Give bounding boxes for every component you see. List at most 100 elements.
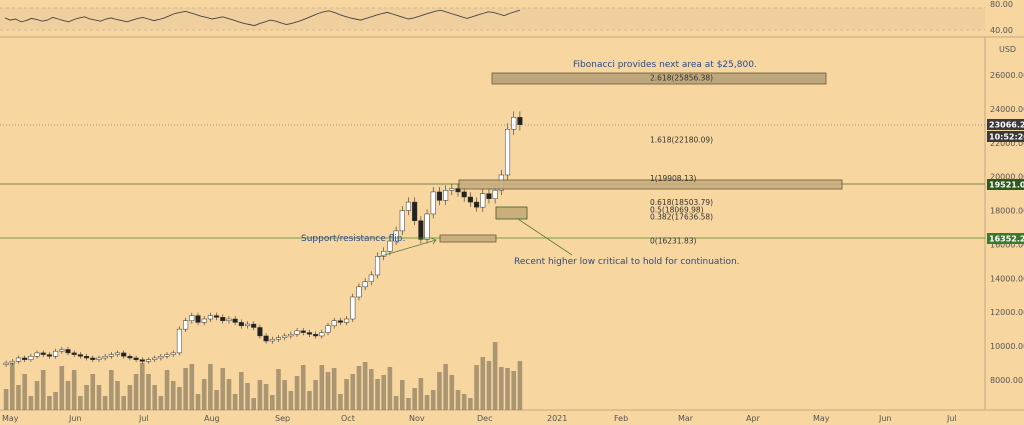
time-tick-label: Jun <box>68 414 82 423</box>
candle-body <box>244 323 251 327</box>
candle-body <box>121 352 127 357</box>
candle-body <box>3 362 9 365</box>
volume-bar <box>3 389 9 410</box>
candle-body <box>430 191 436 215</box>
volume-bar <box>474 365 479 410</box>
candle-body <box>22 357 28 360</box>
candle-body <box>65 349 71 354</box>
fib-levels: 2.618(25856.38) 1.618(22180.09) 1(19908.13… <box>650 73 713 245</box>
candle-body <box>108 354 114 357</box>
volume-bar <box>127 385 133 410</box>
volume-bar <box>461 394 467 410</box>
support-zone <box>439 234 497 243</box>
volume-bar <box>28 396 34 410</box>
time-tick-label: Jun <box>878 414 892 423</box>
rsi-band <box>0 8 985 30</box>
candle-body <box>46 354 52 357</box>
candle-body <box>325 325 331 333</box>
volume-bar <box>443 364 448 410</box>
volume-bar <box>40 370 46 410</box>
volume-bar <box>325 372 331 410</box>
candle-body <box>405 201 412 211</box>
resistance-zone <box>458 179 843 190</box>
volume-bar <box>115 381 120 410</box>
support-label: 16352.21 <box>989 235 1024 244</box>
candle-body <box>195 315 201 323</box>
volume-bar <box>418 378 424 410</box>
time-tick-label: Oct <box>341 414 355 423</box>
volume-bar <box>245 383 250 410</box>
candle-body <box>517 117 523 125</box>
time-tick-label: Jul <box>946 414 957 423</box>
volume-bar <box>480 357 486 410</box>
price-tick-label: 26000.00 <box>990 71 1024 80</box>
volume-bar <box>84 385 89 410</box>
volume-bar <box>201 379 207 410</box>
fib-level-label: 0.618(18503.79) <box>650 198 713 207</box>
flip-arrowhead <box>430 237 437 245</box>
volume-bar <box>158 396 164 410</box>
candle-body <box>461 191 467 198</box>
volume-bar <box>387 367 393 410</box>
price-tick-label: 12000.00 <box>990 308 1024 317</box>
volume-bar <box>109 370 114 410</box>
price-tick-label: 8000.00 <box>990 376 1023 385</box>
volume-bar <box>282 380 287 410</box>
time-tick-label: May <box>2 414 19 423</box>
candle-body <box>127 356 133 359</box>
volume-bar <box>78 396 83 410</box>
price-tick-label: 22000.00 <box>990 139 1024 148</box>
candle-body <box>455 188 461 193</box>
volume-bar <box>331 368 337 410</box>
candle-body <box>15 357 22 362</box>
volume-bar <box>146 374 151 410</box>
candle-body <box>183 320 189 330</box>
volume-bar <box>183 368 188 410</box>
candle-body <box>102 356 108 359</box>
candle-body <box>158 356 164 359</box>
time-tick-label: Aug <box>204 414 220 423</box>
candle-body <box>486 193 492 199</box>
time-tick-label: Apr <box>746 414 761 423</box>
volume-bar <box>164 370 170 410</box>
volume-bar <box>455 390 461 410</box>
candle-body <box>139 359 145 362</box>
volume-bar <box>34 381 40 410</box>
volume-bar <box>96 385 102 410</box>
candle-body <box>337 320 343 323</box>
candle-body <box>449 188 455 191</box>
volume-bar <box>133 374 139 410</box>
volume-bar <box>356 366 362 410</box>
candle-body <box>220 317 226 321</box>
candle-body <box>282 335 288 338</box>
candle-body <box>319 332 325 337</box>
price-tick-label: 24000.00 <box>990 105 1024 114</box>
volume-bar <box>189 364 195 410</box>
higher-low-annotation: Recent higher low critical to hold for c… <box>514 257 740 267</box>
flip-arrow <box>377 239 437 258</box>
volume-bar <box>16 385 21 410</box>
candle-body <box>263 335 269 342</box>
candle-body <box>300 330 306 333</box>
volume-bar <box>511 371 517 410</box>
volume-bar <box>152 385 157 410</box>
candle-body <box>77 354 83 357</box>
candle-body <box>226 318 232 321</box>
candle-body <box>238 322 244 327</box>
volume-bar <box>505 368 510 410</box>
fib-level-label: 0.382(17636.58) <box>650 213 713 222</box>
time-tick-label: Jul <box>138 414 149 423</box>
volume-bar <box>294 376 300 410</box>
volume-bar <box>177 387 182 410</box>
price-tick-label: 18000.00 <box>990 207 1024 216</box>
candle-body <box>393 230 399 242</box>
current-price-label: 23066.24 <box>989 121 1024 130</box>
candle-body <box>362 281 368 288</box>
volume-bar <box>170 381 176 410</box>
candle-body <box>133 357 139 360</box>
fib-target-zone <box>491 72 827 85</box>
volume-bar <box>393 396 399 410</box>
volume-bar <box>71 370 77 410</box>
volume-bar <box>9 363 15 410</box>
